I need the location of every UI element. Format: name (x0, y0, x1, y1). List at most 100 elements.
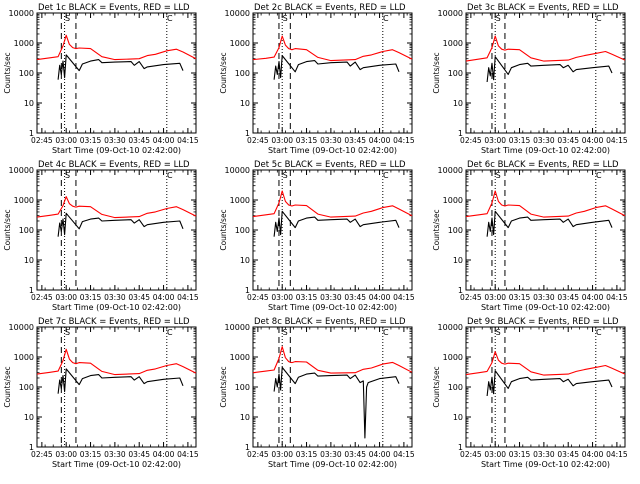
y-tick-label: 10 (24, 413, 34, 422)
x-tick-label: 03:30 (320, 293, 342, 302)
x-tick-label: 03:30 (320, 450, 342, 459)
y-tick-label: 1000 (230, 196, 250, 205)
chart-title: Det 9c BLACK = Events, RED = LLD (467, 317, 619, 327)
x-axis-label: Start Time (09-Oct-10 02:42:00) (268, 303, 397, 312)
chart-panel: Det 4c BLACK = Events, RED = LLD 1 10 100 10… (3, 160, 199, 312)
chart-title: Det 3c BLACK = Events, RED = LLD (467, 3, 619, 13)
x-tick-label: 03:45 (557, 450, 579, 459)
y-tick-label: 10 (240, 256, 250, 265)
x-axis-label: Start Time (09-Oct-10 02:42:00) (268, 460, 397, 469)
x-tick-label: 03:15 (509, 450, 531, 459)
x-tick-label: 04:15 (177, 450, 199, 459)
series-line-events (273, 366, 400, 439)
x-tick-label: 02:45 (460, 450, 482, 459)
x-axis-label: Start Time (09-Oct-10 02:42:00) (268, 146, 397, 155)
x-tick-label: 03:00 (484, 293, 506, 302)
x-tick-label: 03:30 (104, 450, 126, 459)
y-tick-label: 10000 (9, 9, 34, 18)
y-axis-label: Counts/sec (219, 209, 228, 250)
series-line-events (57, 54, 184, 80)
x-tick-label: 03:45 (128, 450, 150, 459)
series-line-events (273, 55, 400, 80)
x-tick-label: 03:15 (509, 293, 531, 302)
x-tick-label: 04:00 (153, 136, 175, 145)
x-tick-label: 03:00 (271, 136, 293, 145)
chart-title: Det 1c BLACK = Events, RED = LLD (38, 3, 190, 13)
x-axis-label: Start Time (09-Oct-10 02:42:00) (481, 460, 610, 469)
chart-title: Det 7c BLACK = Events, RED = LLD (38, 317, 190, 327)
x-tick-label: 04:00 (369, 293, 391, 302)
y-axis-label: Counts/sec (3, 366, 12, 407)
y-tick-label: 1 (29, 286, 34, 295)
x-tick-label: 04:15 (606, 450, 628, 459)
series-line-lld (465, 190, 626, 218)
x-tick-label: 04:00 (369, 450, 391, 459)
y-tick-label: 100 (448, 69, 463, 78)
y-tick-label: 100 (235, 383, 250, 392)
x-tick-label: 04:00 (582, 136, 604, 145)
marker-label: C (167, 171, 173, 180)
y-tick-label: 100 (19, 69, 34, 78)
chart-panel: Det 2c BLACK = Events, RED = LLD 1 10 100 10… (219, 3, 415, 155)
y-tick-label: 10 (453, 99, 463, 108)
x-tick-label: 03:00 (271, 450, 293, 459)
y-tick-label: 1 (245, 129, 250, 138)
marker-label: C (596, 328, 602, 337)
x-tick-label: 02:45 (31, 293, 53, 302)
x-tick-label: 03:45 (557, 293, 579, 302)
x-tick-label: 03:30 (533, 293, 555, 302)
y-tick-label: 100 (448, 226, 463, 235)
chart-panel: Det 6c BLACK = Events, RED = LLD 1 10 100 10… (432, 160, 628, 312)
x-tick-label: 03:00 (55, 136, 77, 145)
x-tick-label: 03:00 (484, 136, 506, 145)
chart-panel: Det 7c BLACK = Events, RED = LLD 1 10 100 10… (3, 317, 199, 469)
x-tick-label: 04:00 (153, 293, 175, 302)
y-axis-label: Counts/sec (432, 52, 441, 93)
y-tick-label: 10 (24, 256, 34, 265)
x-tick-label: 03:30 (104, 293, 126, 302)
x-tick-label: 04:15 (393, 293, 415, 302)
marker-label: S (283, 14, 288, 23)
y-tick-label: 1000 (14, 196, 34, 205)
x-tick-label: 04:00 (582, 293, 604, 302)
chart-title: Det 8c BLACK = Events, RED = LLD (254, 317, 406, 327)
series-line-lld (465, 35, 626, 62)
series-line-lld (252, 346, 413, 374)
x-tick-label: 02:45 (31, 450, 53, 459)
y-tick-label: 1000 (443, 196, 463, 205)
chart-panel: Det 1c BLACK = Events, RED = LLD 1 10 100 10… (3, 3, 199, 155)
y-tick-label: 1 (458, 129, 463, 138)
marker-label: S (496, 14, 501, 23)
x-tick-label: 03:00 (271, 293, 293, 302)
x-tick-label: 04:00 (153, 450, 175, 459)
x-tick-label: 03:30 (104, 136, 126, 145)
y-axis-label: Counts/sec (219, 52, 228, 93)
y-tick-label: 10 (453, 413, 463, 422)
y-axis-label: Counts/sec (3, 52, 12, 93)
marker-label: S (65, 14, 70, 23)
y-tick-label: 10000 (438, 166, 463, 175)
marker-label: S (65, 328, 70, 337)
y-tick-label: 10000 (9, 166, 34, 175)
marker-label: S (283, 171, 288, 180)
x-tick-label: 04:15 (606, 136, 628, 145)
y-tick-label: 10000 (225, 166, 250, 175)
y-tick-label: 1 (245, 443, 250, 452)
y-tick-label: 1000 (14, 353, 34, 362)
series-line-events (486, 370, 613, 397)
x-axis-label: Start Time (09-Oct-10 02:42:00) (52, 146, 181, 155)
chart-panel: Det 3c BLACK = Events, RED = LLD 1 10 100 10… (432, 3, 628, 155)
marker-label: C (383, 14, 389, 23)
x-tick-label: 03:45 (344, 136, 366, 145)
x-tick-label: 04:15 (393, 450, 415, 459)
x-tick-label: 02:45 (247, 450, 269, 459)
x-tick-label: 04:15 (177, 293, 199, 302)
x-tick-label: 03:45 (128, 293, 150, 302)
y-tick-label: 1 (245, 286, 250, 295)
chart-panel: Det 5c BLACK = Events, RED = LLD 1 10 100 10… (219, 160, 415, 312)
x-tick-label: 03:15 (296, 293, 318, 302)
series-line-lld (36, 348, 197, 376)
y-tick-label: 10000 (438, 323, 463, 332)
x-tick-label: 02:45 (460, 293, 482, 302)
